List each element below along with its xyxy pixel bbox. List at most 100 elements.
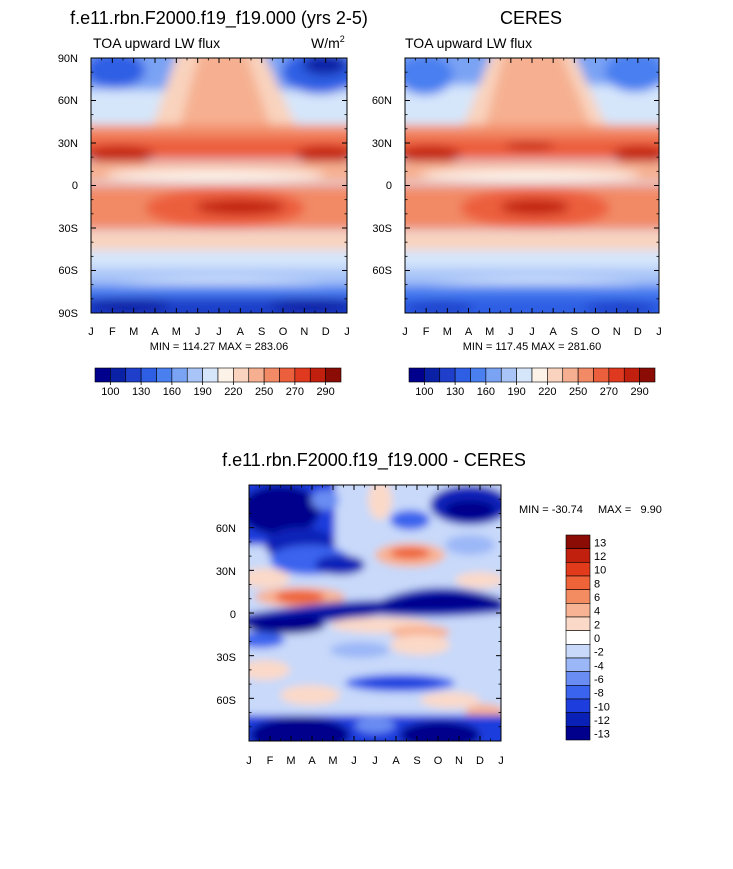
colorbar-swatch	[516, 367, 533, 383]
x-tick-label: J	[195, 326, 201, 338]
colorbar-swatch	[639, 367, 656, 383]
colorbar-swatch	[94, 367, 111, 383]
y-tick-label: 30N	[58, 138, 78, 150]
x-tick-label: S	[571, 326, 578, 338]
colorbar-label: 270	[600, 386, 618, 398]
colorbar-labels: 100 130 160 190 220 250 270 290	[415, 382, 649, 398]
y-tick-label: 30N	[372, 138, 392, 150]
colorbar-label: 250	[569, 386, 587, 398]
x-tick-label: M	[172, 326, 181, 338]
y-tick-label: 0	[230, 609, 236, 621]
colorbar-label: -12	[594, 715, 610, 727]
y-tick-label: 90N	[58, 53, 78, 65]
colorbar-swatch	[562, 367, 579, 383]
colorbar-swatch	[485, 367, 502, 383]
colorbar-label: 4	[594, 606, 600, 618]
colorbar-swatch	[531, 367, 548, 383]
units-label: W/m2	[311, 34, 345, 51]
x-tick-label: A	[237, 326, 245, 338]
colorbar-swatch	[294, 367, 311, 383]
colorbar-label: 190	[507, 386, 525, 398]
x-tick-label: A	[465, 326, 473, 338]
colorbar-swatch	[565, 726, 591, 741]
colorbar-label: 160	[477, 386, 495, 398]
colorbar-swatch	[408, 367, 425, 383]
y-tick-labels: 60N 30N 0 30S 60S	[216, 523, 236, 707]
colorbar-swatch	[565, 589, 591, 604]
x-tick-label: J	[246, 755, 252, 767]
x-tick-label: A	[308, 755, 316, 767]
panel-subtitle: TOA upward LW flux	[93, 35, 220, 51]
y-tick-label: 60S	[58, 265, 78, 277]
colorbar-swatch	[186, 367, 203, 383]
colorbar-swatch	[439, 367, 456, 383]
colorbar-swatch	[565, 548, 591, 563]
max-stat: MAX = 9.90	[598, 504, 662, 516]
colorbar-label: 13	[594, 537, 606, 549]
colorbar-swatch	[565, 685, 591, 700]
colorbar-swatch	[500, 367, 517, 383]
y-tick-label: 60N	[58, 95, 78, 107]
y-tick-labels: 90N 60N 30N 0 30S 60S 90S	[58, 53, 78, 320]
y-tick-label: 30S	[58, 223, 78, 235]
x-tick-label: D	[476, 755, 484, 767]
colorbar-swatch	[233, 367, 250, 383]
colorbar-labels: 13 12 108 6 42 0 -2-4 -6 -8-10 -12 -13	[594, 537, 610, 740]
y-tick-label: 30S	[372, 223, 392, 235]
x-tick-label: J	[344, 326, 350, 338]
x-tick-label: N	[300, 326, 308, 338]
tick-marks	[90, 57, 348, 314]
colorbar-label: 290	[316, 386, 334, 398]
colorbar-label: 0	[594, 633, 600, 645]
colorbar	[408, 367, 656, 383]
colorbar-label: 160	[163, 386, 181, 398]
y-tick-label: 60S	[216, 695, 236, 707]
x-tick-label: D	[322, 326, 330, 338]
colorbar-swatch	[248, 367, 265, 383]
y-tick-label: 60N	[216, 523, 236, 535]
x-tick-label: A	[151, 326, 159, 338]
colorbar-swatch	[110, 367, 127, 383]
x-tick-label: J	[216, 326, 222, 338]
colorbar-swatch	[565, 698, 591, 713]
tick-marks	[404, 57, 660, 314]
colorbar-swatch	[593, 367, 610, 383]
y-tick-label: 60S	[372, 265, 392, 277]
x-tick-label: N	[613, 326, 621, 338]
y-tick-label: 0	[386, 180, 392, 192]
x-tick-label: J	[529, 326, 535, 338]
colorbar-label: 290	[630, 386, 648, 398]
colorbar-swatch	[125, 367, 142, 383]
colorbar-swatch	[565, 657, 591, 672]
y-tick-label: 0	[72, 180, 78, 192]
y-tick-label: 30S	[216, 652, 236, 664]
panel-title: f.e11.rbn.F2000.f19_f19.000 (yrs 2-5)	[70, 8, 368, 29]
min-max-stats: MIN = 117.45 MAX = 281.60	[463, 341, 602, 353]
x-tick-label: A	[549, 326, 557, 338]
colorbar-swatch	[309, 367, 326, 383]
colorbar-swatch	[547, 367, 564, 383]
colorbar-swatch	[217, 367, 234, 383]
colorbar-swatch	[454, 367, 471, 383]
colorbar-label: -10	[594, 701, 610, 713]
x-tick-label: D	[634, 326, 642, 338]
colorbar-label: 130	[446, 386, 464, 398]
x-tick-label: S	[413, 755, 420, 767]
colorbar-swatch	[565, 616, 591, 631]
panel-title: CERES	[500, 8, 562, 28]
colorbar-swatch	[424, 367, 441, 383]
colorbar-label: 10	[594, 565, 606, 577]
panel-title: f.e11.rbn.F2000.f19_f19.000 - CERES	[222, 450, 526, 471]
x-tick-label: J	[351, 755, 357, 767]
tick-marks	[248, 484, 502, 742]
colorbar-label: -4	[594, 660, 604, 672]
colorbar-swatch	[565, 603, 591, 618]
colorbar-swatch	[325, 367, 342, 383]
colorbar-label: 2	[594, 619, 600, 631]
colorbar-label: 6	[594, 592, 600, 604]
panel-ceres: CERES TOA upward LW flux	[372, 8, 662, 398]
colorbar-label: 100	[101, 386, 119, 398]
